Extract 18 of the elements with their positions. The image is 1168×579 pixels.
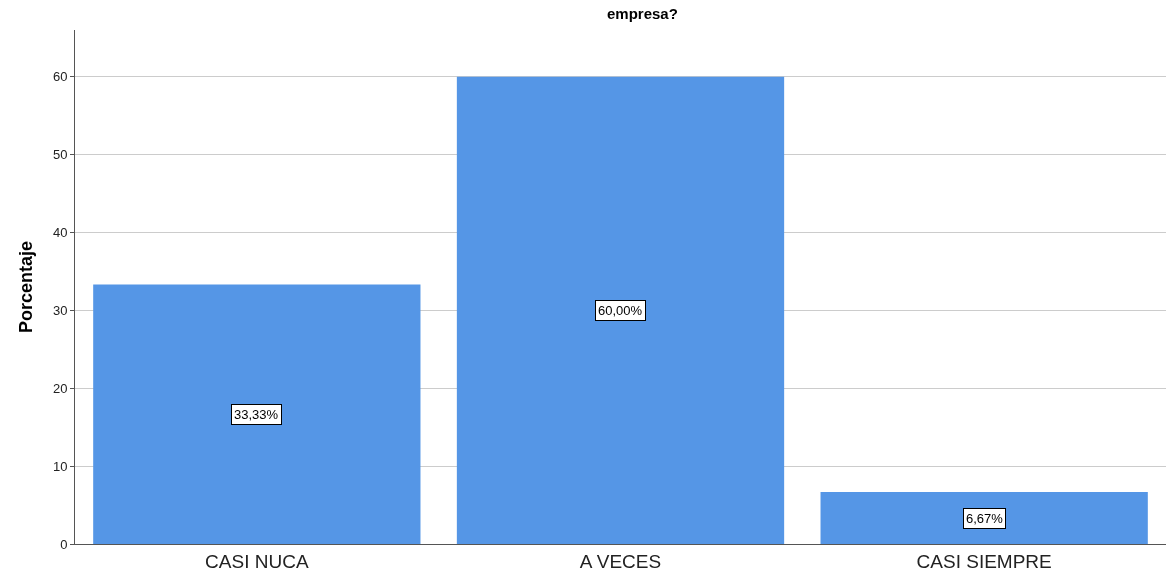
y-tick-label: 10 bbox=[52, 458, 68, 474]
data-label: 60,00% bbox=[598, 303, 643, 318]
y-tick-label: 50 bbox=[52, 147, 68, 163]
data-label: 33,33% bbox=[234, 407, 279, 422]
y-tick-label: 60 bbox=[52, 69, 68, 85]
bar bbox=[820, 492, 1148, 544]
data-label: 6,67% bbox=[966, 511, 1004, 526]
x-tick-label: A VECES bbox=[579, 550, 662, 572]
y-tick-label: 30 bbox=[52, 302, 68, 318]
chart-title: empresa? bbox=[606, 5, 678, 23]
x-tick-label: CASI NUCA bbox=[205, 550, 309, 572]
bar bbox=[93, 284, 421, 544]
x-tick-label: CASI SIEMPRE bbox=[916, 550, 1052, 572]
y-tick-label: 20 bbox=[52, 380, 68, 396]
bar bbox=[456, 76, 785, 544]
y-tick-label: 40 bbox=[52, 225, 68, 241]
y-axis-title: Porcentaje bbox=[16, 240, 37, 334]
y-tick-label: 0 bbox=[60, 536, 68, 552]
